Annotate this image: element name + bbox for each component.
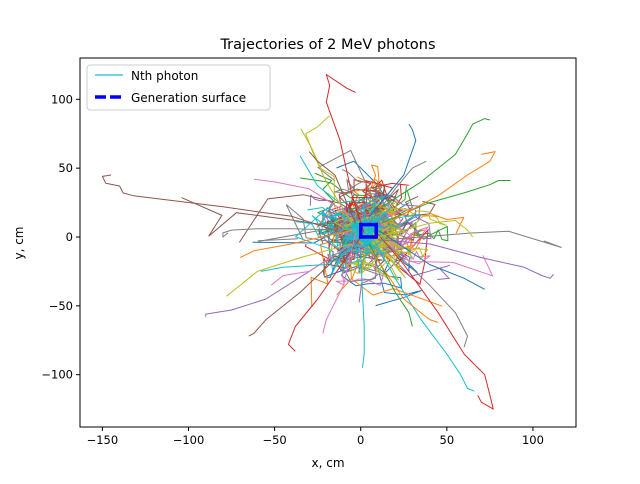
photon-trajectory xyxy=(367,231,400,281)
photon-trajectory xyxy=(377,118,491,210)
chart-title: Trajectories of 2 MeV photons xyxy=(219,37,435,53)
photon-trajectory xyxy=(381,180,511,224)
photon-trajectory xyxy=(322,232,357,334)
photon-trajectory xyxy=(349,204,406,243)
photon-trajectory xyxy=(368,247,439,323)
generation-surface xyxy=(358,222,378,239)
x-tick-label: −100 xyxy=(173,433,205,447)
photon-trajectory xyxy=(321,211,375,248)
photon-trajectory xyxy=(361,225,429,261)
photon-trajectory xyxy=(377,229,485,290)
photon-trajectory xyxy=(360,250,365,368)
x-axis-label: x, cm xyxy=(311,456,344,470)
plot-frame xyxy=(79,57,577,428)
photon-trajectory xyxy=(299,155,390,232)
photon-trajectory xyxy=(335,227,373,269)
photon-trajectory xyxy=(270,243,353,286)
photon-trajectory xyxy=(294,206,368,274)
generation-surface-layer xyxy=(358,222,378,239)
x-axis-ticks: −150 −100 −50 0 50 100 xyxy=(87,427,544,447)
legend-box xyxy=(86,64,271,111)
legend-label-generation-surface: Generation surface xyxy=(131,91,246,105)
photon-trajectory xyxy=(226,243,353,297)
photon-trajectory xyxy=(260,243,358,272)
photon-trajectory xyxy=(335,226,384,286)
photon-trajectory xyxy=(377,239,554,279)
photon-trajectory xyxy=(356,214,421,232)
x-tick-label: 50 xyxy=(440,433,455,447)
y-tick-label: 50 xyxy=(58,161,73,175)
y-tick-label: −100 xyxy=(41,368,73,382)
y-tick-label: 100 xyxy=(51,92,73,106)
photon-trajectory xyxy=(311,208,369,252)
photon-trajectory xyxy=(248,247,348,337)
y-tick-label: 0 xyxy=(66,230,73,244)
photon-trajectory xyxy=(377,220,474,238)
x-tick-label: −150 xyxy=(87,433,119,447)
photon-trajectory xyxy=(308,151,357,224)
x-tick-label: 100 xyxy=(522,433,544,447)
photon-trajectory xyxy=(305,115,353,224)
x-tick-label: 0 xyxy=(357,433,364,447)
photon-trajectory xyxy=(239,229,353,259)
photon-trajectory xyxy=(368,123,417,217)
photon-trajectory xyxy=(386,151,496,224)
photon-trajectory xyxy=(367,231,451,280)
photon-trajectory xyxy=(386,243,468,348)
y-axis-ticks: −100 −50 0 50 100 xyxy=(41,92,80,382)
x-tick-label: −50 xyxy=(262,433,286,447)
legend-label-nth-photon: Nth photon xyxy=(131,69,198,83)
y-axis-label: y, cm xyxy=(12,226,26,259)
photon-trajectory xyxy=(257,226,368,242)
photon-trajectory xyxy=(368,160,427,224)
photon-trajectory xyxy=(325,74,365,234)
trajectory-layer xyxy=(101,74,562,410)
photon-trajectory xyxy=(368,231,475,392)
legend: Nth photon Generation surface xyxy=(86,64,271,111)
y-tick-label: −50 xyxy=(49,299,73,313)
photon-trajectory xyxy=(287,236,362,352)
photon-trajectory xyxy=(101,174,339,232)
photon-trajectory xyxy=(222,228,344,238)
photon-trajectory xyxy=(253,178,353,217)
photon-trajectory xyxy=(374,229,494,410)
